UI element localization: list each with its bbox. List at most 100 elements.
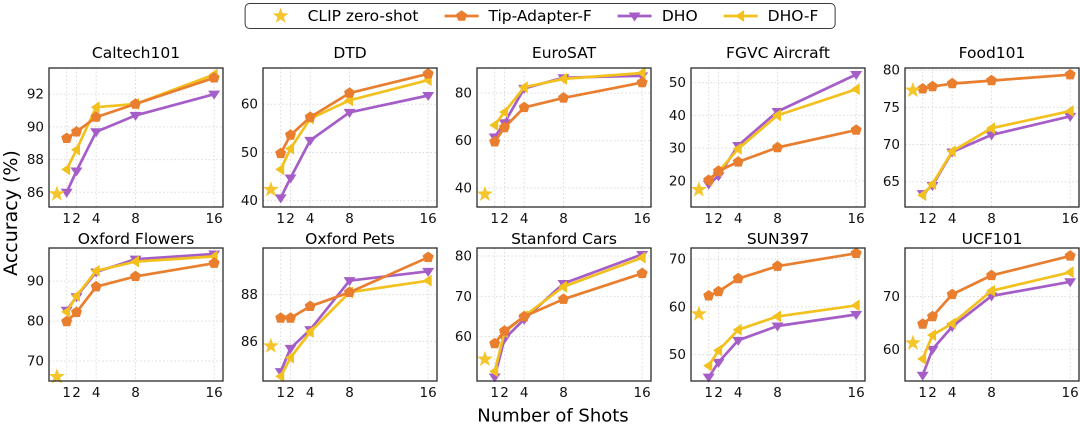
marker-dho xyxy=(916,371,929,381)
marker-dho xyxy=(850,311,863,320)
legend: CLIP zero-shot Tip-Adapter-F DHO DHO-F xyxy=(244,3,836,29)
line-dho xyxy=(279,94,430,200)
marker-dho xyxy=(70,167,83,177)
marker-dho-f xyxy=(90,264,100,277)
marker-tip-adapter-f xyxy=(130,270,141,281)
y-tick-label: 80 xyxy=(27,314,44,330)
plot-frame xyxy=(690,247,866,382)
plot-frame xyxy=(262,247,438,382)
x-tick-label: 16 xyxy=(420,211,437,227)
x-tick-label: 16 xyxy=(634,385,651,401)
triangle-left-icon xyxy=(723,10,758,22)
x-tick-label: 4 xyxy=(948,385,957,401)
marker-tip-adapter-f xyxy=(304,300,316,311)
marker-dho xyxy=(422,267,435,277)
marker-dho xyxy=(732,336,745,346)
x-tick-label: 1 xyxy=(62,385,71,401)
marker-dho-f xyxy=(1064,266,1074,279)
y-tick-label: 70 xyxy=(669,252,686,268)
marker-tip-adapter-f xyxy=(772,141,783,153)
marker-tip-adapter-f xyxy=(422,251,434,262)
star-icon xyxy=(272,7,289,23)
line-tip-adapter-f xyxy=(493,81,644,144)
marker-dho-f xyxy=(130,255,140,268)
clip-zero-shot-star xyxy=(690,305,707,321)
marker-dho xyxy=(422,92,435,102)
legend-item-label: DHO-F xyxy=(767,7,819,25)
x-tick-label: 1 xyxy=(918,211,927,227)
marker-dho-f xyxy=(499,106,509,119)
y-tick-label: 60 xyxy=(883,342,900,358)
marker-dho-f xyxy=(558,72,568,85)
line-dho xyxy=(65,92,216,194)
x-tick-label: 1 xyxy=(704,211,713,227)
plot-frame xyxy=(904,67,1080,208)
chart-title: EuroSAT xyxy=(532,44,597,62)
x-tick-label: 8 xyxy=(987,385,996,401)
legend-item-dho: DHO xyxy=(616,7,698,25)
y-tick-label: 88 xyxy=(27,152,44,168)
marker-tip-adapter-f xyxy=(208,72,220,83)
triangle-down-icon xyxy=(628,12,641,22)
plot-frame xyxy=(48,67,224,208)
marker-dho xyxy=(60,188,73,198)
x-tick-label: 4 xyxy=(520,211,529,227)
line-tip-adapter-f xyxy=(279,255,430,320)
marker-dho-f xyxy=(285,142,295,155)
marker-dho-f xyxy=(1064,105,1074,118)
line-tip-adapter-f xyxy=(921,73,1072,91)
x-tick-label: 16 xyxy=(206,385,223,401)
triangle-down-icon xyxy=(617,12,652,22)
marker-tip-adapter-f xyxy=(208,257,220,268)
marker-tip-adapter-f xyxy=(732,156,744,167)
x-tick-label: 16 xyxy=(848,211,865,227)
chart-food101: 65 70 75 80 1 2 4 8 16 Food101 xyxy=(883,44,1080,227)
marker-dho-f xyxy=(275,370,285,383)
x-tick-label: 4 xyxy=(306,385,315,401)
marker-tip-adapter-f xyxy=(489,337,501,349)
marker-dho-f xyxy=(71,143,81,156)
legend-item-tip-adapter-f: Tip-Adapter-F xyxy=(442,7,592,25)
x-tick-label: 4 xyxy=(948,211,957,227)
chart-oxford-pets: 86 88 1 2 4 8 16 Oxford Pets xyxy=(241,230,438,401)
pentagon-icon xyxy=(444,10,479,21)
marker-tip-adapter-f xyxy=(927,80,938,92)
marker-tip-adapter-f xyxy=(304,111,316,122)
legend-item-clip-zero-shot: CLIP zero-shot xyxy=(262,7,418,25)
clip-zero-shot-star xyxy=(476,185,493,201)
marker-tip-adapter-f xyxy=(285,129,296,140)
x-tick-label: 8 xyxy=(345,385,354,401)
chart-title: SUN397 xyxy=(747,230,809,248)
marker-tip-adapter-f xyxy=(285,312,296,323)
y-tick-label: 70 xyxy=(27,354,44,370)
marker-dho-f xyxy=(304,326,314,338)
y-tick-label: 50 xyxy=(241,145,258,161)
line-dho-f xyxy=(921,109,1072,197)
marker-tip-adapter-f xyxy=(986,74,997,86)
marker-tip-adapter-f xyxy=(946,77,958,89)
marker-dho-f xyxy=(489,119,499,132)
marker-tip-adapter-f xyxy=(986,269,997,281)
line-dho xyxy=(493,253,644,379)
marker-tip-adapter-f xyxy=(636,267,648,279)
x-tick-label: 4 xyxy=(734,211,743,227)
y-tick-label: 60 xyxy=(455,329,472,345)
x-tick-label: 2 xyxy=(928,385,937,401)
plot-frame xyxy=(476,67,652,208)
y-tick-label: 90 xyxy=(27,274,44,290)
x-tick-label: 4 xyxy=(520,385,529,401)
chart-stanford-cars: 60 70 80 1 2 4 8 16 Stanford Cars xyxy=(455,230,652,401)
legend-item-label: DHO xyxy=(661,7,698,25)
y-tick-label: 60 xyxy=(669,299,686,315)
marker-dho-f xyxy=(986,122,996,135)
marker-dho-f xyxy=(732,323,742,336)
marker-dho xyxy=(712,358,725,368)
line-dho-f xyxy=(493,256,644,373)
x-tick-label: 4 xyxy=(92,211,101,227)
y-tick-label: 90 xyxy=(27,119,44,135)
line-dho xyxy=(493,74,644,139)
marker-tip-adapter-f xyxy=(275,147,287,159)
x-tick-label: 16 xyxy=(206,211,223,227)
x-tick-label: 2 xyxy=(286,385,295,401)
marker-dho-f xyxy=(946,317,956,330)
